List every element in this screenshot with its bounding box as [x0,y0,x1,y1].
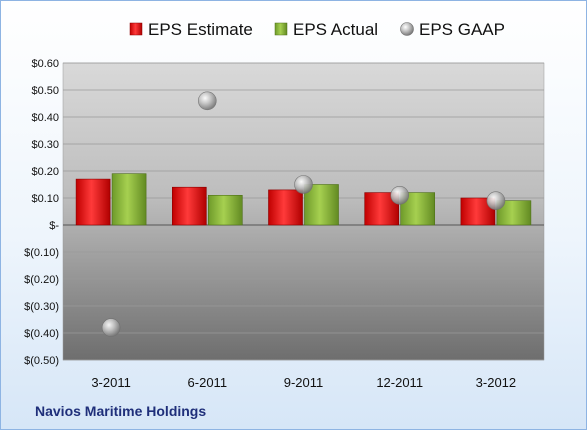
x-axis: 3-2011 6-2011 9-2011 12-2011 3-2012 [91,375,516,390]
x-tick-label: 6-2011 [188,375,228,390]
y-tick-label: $(0.50) [24,355,59,367]
bar-eps-actual [111,173,147,226]
y-tick-label: $0.50 [31,85,59,97]
legend-marker-eps-gaap [400,22,414,36]
bar-eps-estimate [172,186,207,226]
gaap-points [101,91,506,337]
y-tick-label: $0.40 [31,112,59,124]
x-tick-label: 3-2011 [91,375,131,390]
bar-eps-estimate [75,178,111,226]
y-tick-label: $0.20 [31,166,59,178]
x-tick-label: 3-2012 [476,375,516,390]
y-tick-label: $(0.20) [24,274,59,286]
y-tick-label: $(0.40) [24,328,59,340]
point-eps-gaap [294,175,313,194]
bar-eps-actual [304,184,339,226]
legend: EPS Estimate EPS Actual EPS GAAP [129,20,505,39]
legend-label: EPS Estimate [148,20,253,39]
company-name: Navios Maritime Holdings [35,403,207,419]
x-tick-label: 12-2011 [376,375,423,390]
y-tick-label: $- [49,220,59,232]
legend-label: EPS GAAP [419,20,505,39]
point-eps-gaap [198,91,217,111]
point-eps-gaap [390,186,410,205]
legend-marker-eps-actual [274,22,288,36]
y-axis: $0.60 $0.50 $0.40 $0.30 $0.20 $0.10 $- $(0.10) $… [24,58,59,367]
y-tick-label: $(0.30) [24,301,59,313]
y-tick-label: $0.30 [31,139,59,151]
x-tick-label: 9-2011 [284,375,324,390]
point-eps-gaap [101,318,121,337]
legend-label: EPS Actual [293,20,378,39]
bar-eps-actual [208,195,243,226]
y-tick-label: $0.10 [31,193,59,205]
y-tick-label: $(0.10) [24,247,59,259]
point-eps-gaap [486,191,506,210]
legend-marker-eps-estimate [129,22,143,36]
y-tick-label: $0.60 [31,58,59,70]
bar-eps-estimate [268,189,303,226]
